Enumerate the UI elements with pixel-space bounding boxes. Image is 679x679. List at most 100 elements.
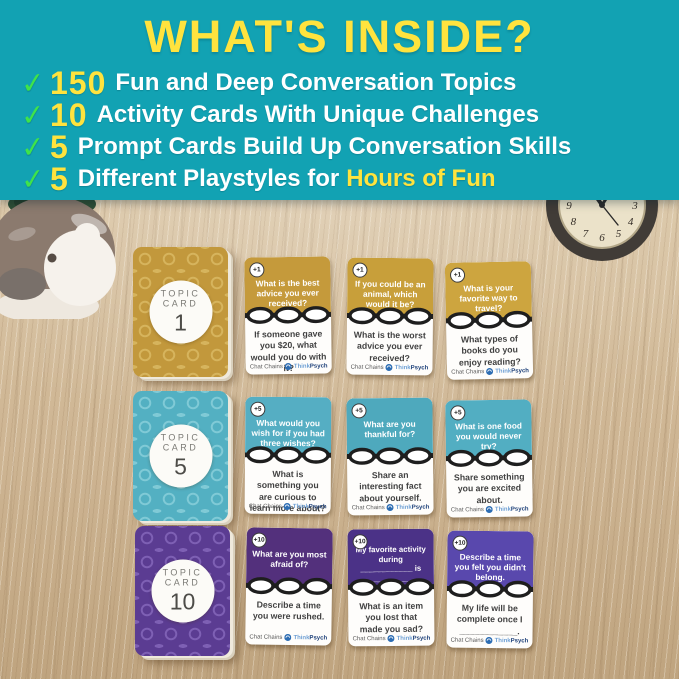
chain-links-icon <box>445 310 533 330</box>
bullet-row: ✓ 10 Activity Cards With Unique Challeng… <box>16 96 679 133</box>
chain-links-icon <box>346 447 434 465</box>
card-question-top: What is the best advice you ever receive… <box>255 277 320 309</box>
brand-row: Chat Chains ThinkPsych <box>446 636 532 645</box>
brand-row: Chat Chains ThinkPsych <box>245 633 331 641</box>
svg-text:8: 8 <box>571 216 577 228</box>
brand-chat-chains: Chat Chains <box>248 503 282 510</box>
question-card: +5 What is one food you would never try?… <box>445 399 533 518</box>
check-icon: ✓ <box>19 162 47 197</box>
card-question-bottom: Share an interesting fact about yourself… <box>359 469 422 503</box>
topic-deck-5: TOPIC CARD 5 <box>133 391 228 521</box>
brand-chat-chains: Chat Chains <box>249 633 283 641</box>
question-card: +1 If you could be an animal, which woul… <box>346 257 434 376</box>
chain-links-icon <box>446 580 534 598</box>
chain-links-icon <box>244 446 332 464</box>
wall-clock: 12 1 2 3 4 5 6 7 8 9 <box>546 200 658 261</box>
brand-thinkpsych: ThinkPsych <box>292 503 327 510</box>
promo-header: WHAT'S INSIDE? ✓ 150 Fun and Deep Conver… <box>0 0 679 200</box>
svg-text:6: 6 <box>599 232 605 244</box>
bullet-number: 5 <box>50 160 69 197</box>
deck-number: 10 <box>169 588 196 614</box>
brand-thinkpsych: ThinkPsych <box>293 362 328 370</box>
chain-links-icon <box>346 307 434 325</box>
bullet-text: Different Playstyles for <box>77 165 340 192</box>
thinkpsych-logo-icon <box>284 362 292 370</box>
svg-text:3: 3 <box>631 200 638 212</box>
card-question-top: What are you thankful for? <box>363 418 416 440</box>
svg-text:5: 5 <box>616 228 622 240</box>
brand-thinkpsych: ThinkPsych <box>293 634 328 642</box>
bullet-text: Fun and Deep Conversation Topics <box>115 69 517 96</box>
card-question-top: What is one food you would never try? <box>455 420 523 452</box>
thinkpsych-logo-icon <box>284 633 292 641</box>
hedgehog-planter <box>0 200 116 319</box>
brand-row: Chat Chains ThinkPsych <box>447 367 533 376</box>
chain-links-icon <box>245 577 333 595</box>
brand-chat-chains: Chat Chains <box>249 363 283 371</box>
deck-label-circle: TOPIC CARD 10 <box>151 559 214 623</box>
deck-number: 5 <box>174 453 187 479</box>
bullet-text: Activity Cards With Unique Challenges <box>96 101 540 128</box>
table-photo: 12 1 2 3 4 5 6 7 8 9 TOPIC CARD 1 <box>0 200 679 679</box>
deck-label: TOPIC <box>160 288 201 298</box>
thinkpsych-logo-icon <box>385 363 393 371</box>
brand-row: Chat Chains ThinkPsych <box>347 504 433 512</box>
deck-label: TOPIC <box>160 432 201 442</box>
chain-links-icon <box>347 578 435 596</box>
thinkpsych-logo-icon <box>387 635 395 643</box>
brand-thinkpsych: ThinkPsych <box>495 367 529 375</box>
bullet-number: 10 <box>50 96 88 133</box>
card-question-bottom: Share something you are excited about. <box>453 471 525 505</box>
points-badge: +5 <box>250 401 266 417</box>
card-question-bottom: Describe a time you were rushed. <box>252 599 325 622</box>
svg-text:7: 7 <box>583 228 589 240</box>
card-question-bottom: What is the worst advice you ever receiv… <box>353 329 426 363</box>
card-question-top: Describe a time you felt you didn't belo… <box>454 551 526 583</box>
card-question-bottom: My life will be complete once I ________… <box>456 602 523 636</box>
points-badge: +10 <box>452 535 468 551</box>
deck-label: CARD <box>164 577 201 587</box>
chain-links-icon <box>445 449 533 467</box>
deck-label: CARD <box>162 442 199 452</box>
question-card: +5 What are you thankful for? Share an i… <box>346 397 434 516</box>
thinkpsych-logo-icon <box>486 367 494 375</box>
brand-chat-chains: Chat Chains <box>451 368 485 376</box>
brand-row: Chat Chains ThinkPsych <box>346 363 432 372</box>
bullet-row: ✓ 5 Prompt Cards Build Up Conversation S… <box>16 129 679 165</box>
question-card: +10 My favorite activity during ________… <box>347 528 435 647</box>
topic-deck-10: TOPIC CARD 10 <box>135 526 230 656</box>
brand-row: Chat Chains ThinkPsych <box>245 502 331 511</box>
deck-number: 1 <box>174 309 187 335</box>
brand-thinkpsych: ThinkPsych <box>494 505 529 513</box>
question-card: +10 Describe a time you felt you didn't … <box>446 530 534 649</box>
question-card: +1 What is the best advice you ever rece… <box>244 256 332 375</box>
thinkpsych-logo-icon <box>283 502 291 510</box>
brand-thinkpsych: ThinkPsych <box>396 635 431 642</box>
points-badge: +10 <box>352 534 368 550</box>
points-badge: +10 <box>251 532 267 548</box>
deck-label: CARD <box>162 298 199 308</box>
card-question-top: What would you wish for if you had three… <box>251 417 325 449</box>
brand-row: Chat Chains ThinkPsych <box>447 505 533 513</box>
bullet-highlight: Hours of Fun <box>346 165 496 192</box>
whats-inside-title: WHAT'S INSIDE? <box>144 11 535 62</box>
thinkpsych-logo-icon <box>386 504 394 512</box>
brand-thinkpsych: ThinkPsych <box>494 637 529 644</box>
svg-text:9: 9 <box>566 200 572 212</box>
question-card: +5 What would you wish for if you had th… <box>244 396 332 515</box>
deck-label-circle: TOPIC CARD 1 <box>149 280 212 344</box>
question-card: +1 What is your favorite way to travel? … <box>444 261 534 380</box>
thinkpsych-logo-icon <box>485 505 493 513</box>
deck-label-circle: TOPIC CARD 5 <box>149 424 212 488</box>
brand-thinkpsych: ThinkPsych <box>395 504 430 511</box>
chain-links-icon <box>244 306 332 324</box>
brand-row: Chat Chains ThinkPsych <box>348 635 434 643</box>
topic-deck-1: TOPIC CARD 1 <box>133 247 228 377</box>
card-question-bottom: What is an item you lost that made you s… <box>359 600 424 634</box>
card-question-top: If you could be an animal, which would i… <box>355 278 426 310</box>
bullet-text: Prompt Cards Build Up Conversation Skill… <box>77 133 572 160</box>
points-badge: +5 <box>351 403 367 419</box>
card-question-top: What is your favorite way to travel? <box>459 282 518 314</box>
bullet-number: 150 <box>50 64 107 101</box>
